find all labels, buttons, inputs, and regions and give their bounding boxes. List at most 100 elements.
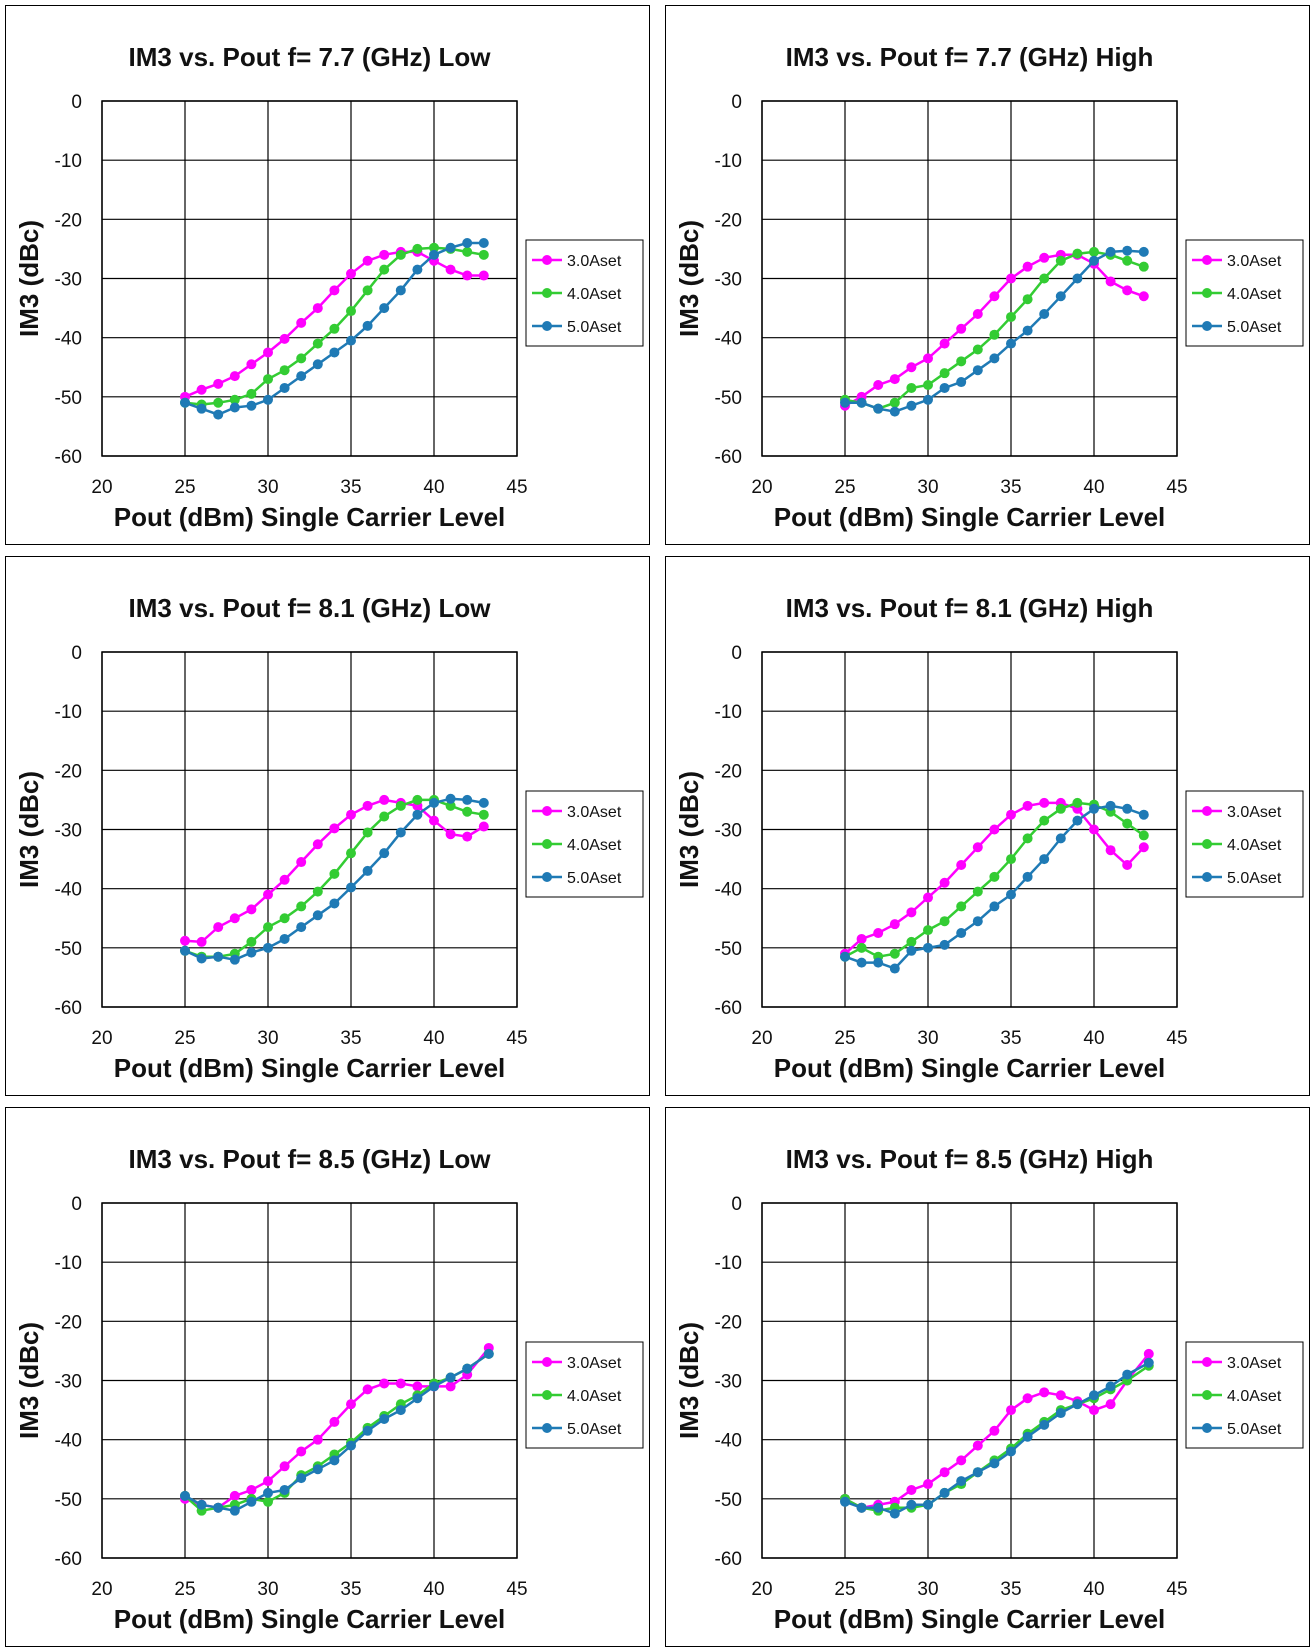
data-point [445,793,456,804]
data-point [956,901,967,912]
y-tick-label: -10 [55,151,82,172]
x-tick-label: 30 [917,1579,938,1600]
data-point [939,877,950,888]
x-tick-label: 25 [834,1028,855,1049]
data-point [246,359,257,370]
data-point [840,397,850,408]
data-point [972,309,983,319]
y-tick-label: -30 [715,1372,742,1393]
data-point [263,942,273,953]
data-point [312,1464,323,1475]
y-tick-label: -50 [715,1490,742,1511]
data-point [1072,248,1083,259]
legend-swatch-marker [542,321,552,331]
y-axis-label: IM3 (dBc) [674,771,704,888]
data-point [1122,245,1133,256]
x-tick-label: 20 [91,1028,112,1049]
legend-label: 5.0Aset [567,1421,622,1438]
legend-swatch-marker [1202,321,1212,331]
x-tick-label: 40 [1083,477,1104,498]
data-point [939,338,950,349]
legend-swatch-marker [1202,806,1212,816]
data-point [229,394,240,405]
data-point [312,359,323,370]
data-point [296,371,307,382]
data-point [1105,1381,1116,1392]
data-point [1055,833,1066,844]
data-point [972,1467,983,1478]
data-point [362,865,373,876]
legend-swatch-marker [542,806,552,816]
series-5.0Aset [840,1357,1154,1519]
data-point [246,1484,257,1495]
legend-swatch-marker [542,255,552,265]
data-point [989,901,1000,912]
data-point [1022,325,1033,336]
data-point [296,857,307,868]
data-point [483,1348,494,1359]
data-point [346,306,356,317]
y-tick-label: -60 [715,998,742,1019]
data-point [213,397,224,408]
data-point [346,268,356,279]
data-point [312,910,323,921]
y-tick-label: -40 [55,329,82,350]
data-point [213,922,224,933]
data-point [989,291,1000,302]
chart-svg: IM3 vs. Pout f= 7.7 (GHz) Low 0 -10 -20 -30 -… [14,42,644,532]
x-axis-label: Pout (dBm) Single Carrier Level [774,1604,1166,1634]
y-tick-label: -30 [715,270,742,291]
y-tick-label: -20 [715,1312,742,1333]
data-point [1089,1390,1099,1401]
data-point [1122,818,1133,829]
x-tick-label: 25 [174,1028,195,1049]
data-point [1022,800,1033,811]
y-tick-label: -10 [55,702,82,723]
series-5.0Aset [180,793,489,965]
x-tick-label: 40 [1083,1028,1104,1049]
data-point [1122,285,1133,296]
data-point [346,1440,356,1451]
x-tick-label: 20 [751,477,772,498]
legend-label: 4.0Aset [1227,1388,1282,1405]
data-point [906,382,917,393]
data-point [923,380,933,390]
data-point [312,1434,323,1445]
x-tick-label: 35 [1000,1028,1021,1049]
data-point [906,936,917,947]
series-3.0Aset [840,797,1149,959]
x-tick-label: 35 [340,1028,361,1049]
legend-swatch-marker [1202,839,1212,849]
data-point [906,1484,917,1495]
data-point [1122,803,1133,814]
x-tick-label: 30 [257,1028,278,1049]
data-point [856,957,867,968]
data-point [346,848,356,859]
chart-svg: IM3 vs. Pout f= 8.1 (GHz) High 0 -10 -20 -30… [674,593,1304,1083]
legend: 3.0Aset 4.0Aset 5.0Aset [1185,1341,1304,1449]
data-point [395,1378,406,1389]
data-point [956,928,967,939]
legend-swatch-marker [542,872,552,882]
data-point [1143,1348,1154,1359]
series-4.0Aset [180,242,489,410]
data-point [263,1476,273,1487]
data-point [989,1458,1000,1469]
y-tick-label: -30 [55,270,82,291]
data-point [1039,309,1050,319]
legend-label: 3.0Aset [1227,1355,1282,1372]
data-point [379,1378,390,1389]
data-point [296,317,307,328]
data-point [246,1496,257,1507]
legend-swatch-marker [542,288,552,298]
data-point [889,397,900,408]
data-point [1138,291,1149,302]
data-point [462,794,473,805]
data-point [906,1499,917,1510]
x-tick-label: 45 [1166,477,1187,498]
data-point [329,1416,340,1427]
data-point [906,907,917,918]
data-point [296,922,307,933]
y-axis-label: IM3 (dBc) [674,220,704,337]
data-point [429,815,439,826]
